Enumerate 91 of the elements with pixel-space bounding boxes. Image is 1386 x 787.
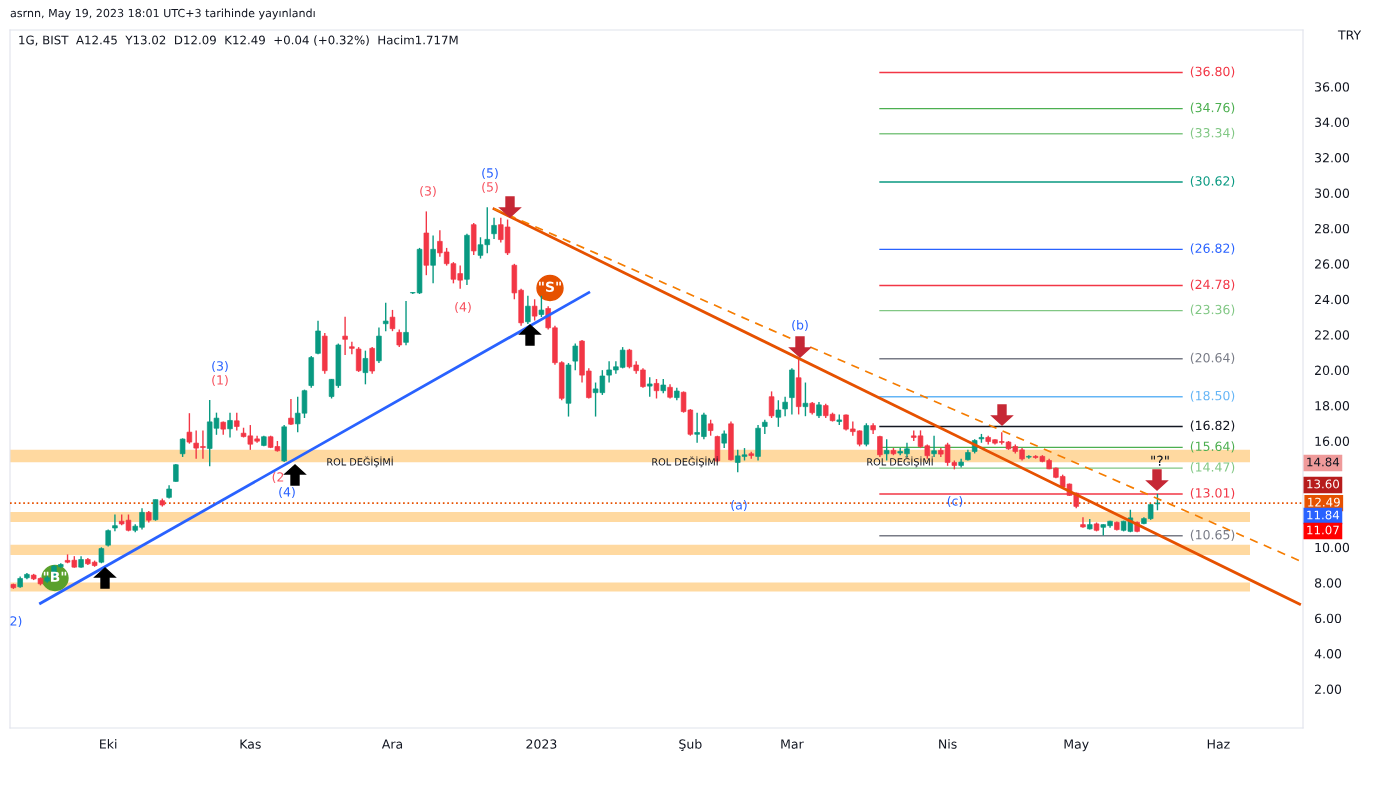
y-tick-label: 30.00 xyxy=(1315,188,1350,198)
y-axis-title: TRY xyxy=(1337,30,1362,40)
y-tick-label: 6.00 xyxy=(1314,613,1342,624)
ref-line-label: (26.82) xyxy=(1190,243,1235,255)
candlestick xyxy=(362,349,369,386)
x-tick-label: 2023 xyxy=(526,739,557,749)
ref-line-label: (10.65) xyxy=(1190,529,1235,541)
annotation: (a) xyxy=(731,499,747,512)
annotation: "?" xyxy=(1151,455,1169,466)
text: 13.60 xyxy=(1307,479,1340,489)
candlestick xyxy=(369,346,375,375)
ref-line-label: (15.64) xyxy=(1190,441,1235,453)
x-tick-label: Kas xyxy=(240,739,261,749)
y-tick-label: 16.00 xyxy=(1315,436,1350,446)
x-tick-label: Eki xyxy=(100,739,117,749)
candlestick xyxy=(403,300,409,347)
candlestick xyxy=(383,302,389,332)
annotation: ROL DEĞİŞİMİ xyxy=(867,456,933,468)
ref-line-label: (36.80) xyxy=(1190,66,1235,78)
candlestick xyxy=(227,411,233,439)
ref-line-label: (18.50) xyxy=(1190,390,1235,402)
x-tick-label: Ara xyxy=(381,739,403,749)
annotation: (2 xyxy=(272,471,284,484)
ref-line-label: (34.76) xyxy=(1190,102,1235,114)
annotation: "S" xyxy=(539,281,561,293)
chart-title: 1G, BIST A12.45 Y13.02 D12.09 K12.49 +0.04 (+0.32%) Hacim1.717M xyxy=(19,35,458,46)
ref-line-label: (16.82) xyxy=(1190,420,1235,432)
annotation: (b) xyxy=(792,319,808,332)
x-tick-label: Mar xyxy=(781,739,804,749)
y-tick-label: 8.00 xyxy=(1314,578,1342,588)
candlestick xyxy=(931,434,937,458)
candlestick xyxy=(288,398,294,426)
text: 11.07 xyxy=(1307,525,1339,535)
annotation: ROL DEĞİŞİMİ xyxy=(327,456,393,468)
annotation: 2) xyxy=(10,615,22,628)
candlestick xyxy=(1080,516,1086,529)
chart-subtitle: asrnn, May 19, 2023 18:01 UTC+3 tarihinde yayınlandı xyxy=(10,8,315,20)
x-tick-label: Haz xyxy=(1207,739,1230,749)
annotation: (5) xyxy=(482,181,498,194)
candlestick xyxy=(342,316,348,356)
y-tick-label: 4.00 xyxy=(1314,649,1342,659)
y-tick-label: 32.00 xyxy=(1315,153,1350,163)
x-tick-label: May xyxy=(1064,739,1089,752)
ref-line-label: (13.01) xyxy=(1190,487,1235,500)
candlestick xyxy=(802,381,809,417)
annotation: (1) xyxy=(212,374,228,387)
ref-line-label: (30.62) xyxy=(1190,175,1235,188)
y-tick-label: 18.00 xyxy=(1315,401,1350,411)
ref-line-label: (14.47) xyxy=(1190,462,1235,474)
y-tick-label: 20.00 xyxy=(1315,365,1350,376)
y-tick-label: 28.00 xyxy=(1315,223,1350,234)
ref-line-label: (33.34) xyxy=(1190,127,1235,139)
y-tick-label: 22.00 xyxy=(1315,330,1350,340)
x-tick-label: Şub xyxy=(679,739,702,752)
candlestick xyxy=(152,498,159,522)
annotation: (3) xyxy=(420,185,436,198)
annotation: (4) xyxy=(455,301,471,314)
text: 11.84 xyxy=(1307,510,1340,520)
candlestick xyxy=(572,342,578,371)
y-tick-label: 34.00 xyxy=(1315,117,1350,128)
candlestick xyxy=(315,320,321,355)
candlestick xyxy=(389,309,396,332)
candlestick xyxy=(525,295,531,325)
candlestick xyxy=(430,234,436,285)
candlestick xyxy=(179,437,186,458)
ref-line-label: (20.64) xyxy=(1190,352,1235,364)
y-tick-label: 2.00 xyxy=(1315,684,1342,694)
annotation: (c) xyxy=(947,495,963,508)
y-tick-label: 26.00 xyxy=(1315,259,1350,269)
candlestick xyxy=(538,295,545,318)
candlestick xyxy=(762,419,768,435)
y-tick-label: 24.00 xyxy=(1315,294,1350,305)
ref-line-label: (24.78) xyxy=(1190,279,1235,291)
candlestick xyxy=(112,513,118,533)
annotation: ROL DEĞİŞİMİ xyxy=(652,456,718,468)
ref-line-label: (23.36) xyxy=(1190,304,1235,316)
candlestick xyxy=(653,378,660,400)
y-tick-label: 36.00 xyxy=(1315,82,1350,92)
annotation: (4) xyxy=(279,486,295,499)
annotation: "B" xyxy=(43,571,67,582)
y-tick-label: 10.00 xyxy=(1315,542,1350,553)
candlestick xyxy=(531,298,538,322)
candlestick xyxy=(863,422,870,448)
annotation: (3) xyxy=(212,360,228,373)
annotation: (5) xyxy=(482,167,498,180)
text: 14.84 xyxy=(1307,457,1340,467)
x-tick-label: Nis xyxy=(939,739,957,749)
ref-line-label: 12.49 xyxy=(1308,497,1340,507)
candlestick xyxy=(768,390,775,419)
candlestick xyxy=(491,217,497,240)
candlestick xyxy=(647,376,653,398)
